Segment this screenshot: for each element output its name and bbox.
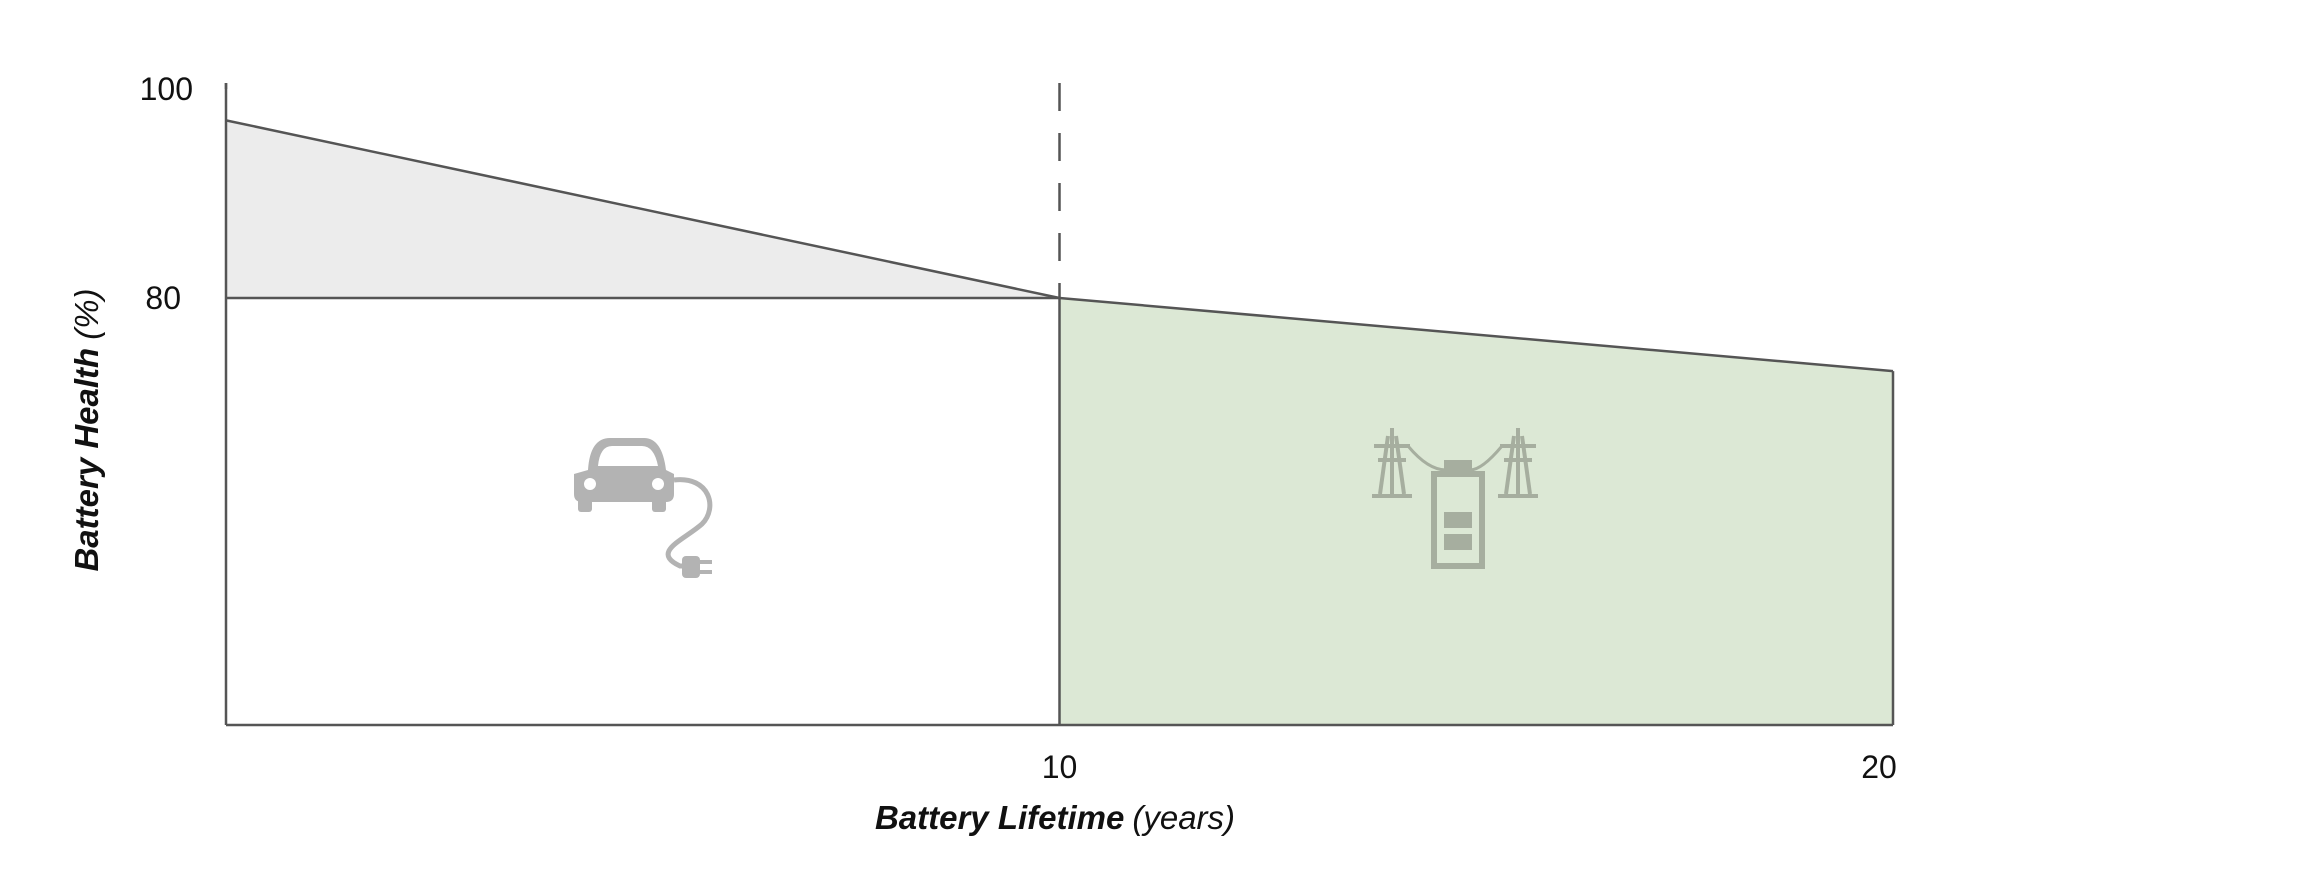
x-tick-label: 20 [1861,749,1897,785]
series-line-segment [1059,296,1894,373]
y-axis-title-text: Battery Health [68,348,105,572]
series-line [225,119,1894,373]
x-axis-title-text: Battery Lifetime [875,799,1124,836]
x-tick-label: 10 [1042,749,1078,785]
y-axis-title: Battery Health (%) [68,288,105,571]
y-tick-label: 100 [140,71,193,107]
x-axis-title-unit: (years) [1132,799,1235,836]
y-tick-label: 80 [145,280,181,316]
area-second-life [1059,298,1893,725]
series-line-segment [225,119,1060,300]
transmission-tower-right [1498,428,1538,498]
electric-car-icon [574,438,713,578]
x-axis-title: Battery Lifetime (years) [875,799,1235,836]
transmission-tower-left [1372,428,1412,498]
y-axis-title-unit: (%) [68,288,105,339]
grid-battery-icon [1372,428,1538,569]
